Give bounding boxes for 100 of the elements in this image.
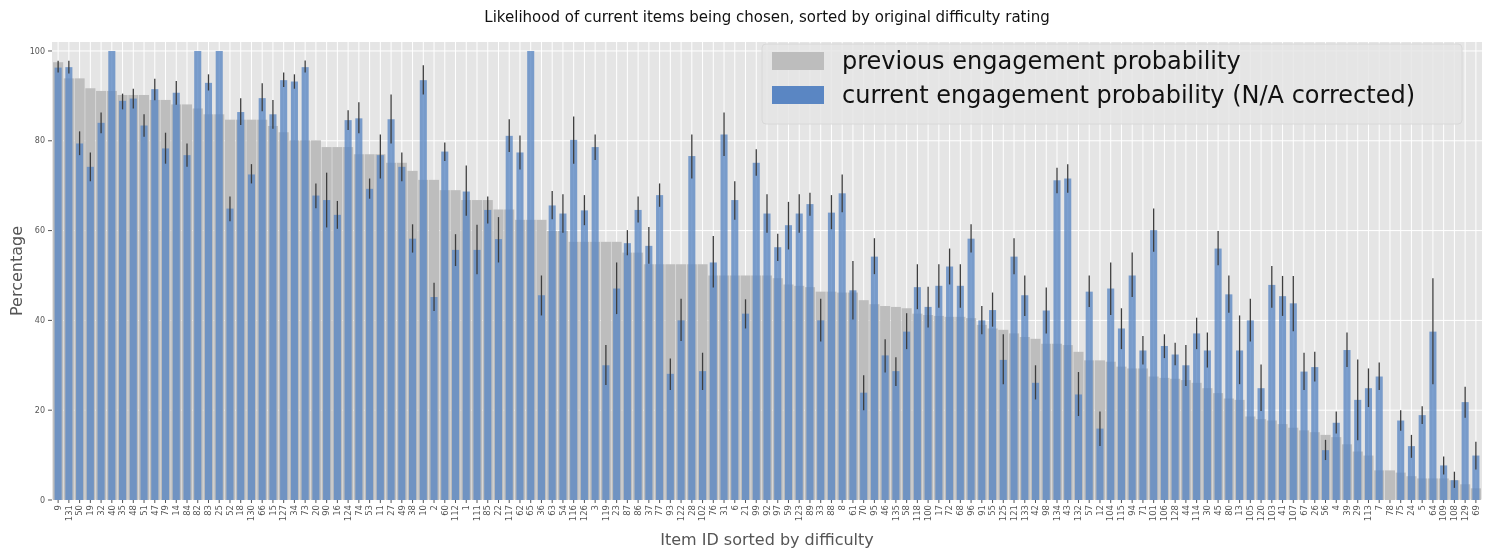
x-tick-label: 42 xyxy=(1030,505,1041,516)
x-tick-label: 4 xyxy=(1330,505,1341,511)
y-tick-label: 60 xyxy=(34,226,45,236)
x-tick-label: 14 xyxy=(170,505,181,516)
x-tick-label: 106 xyxy=(1159,505,1170,522)
x-tick-label: 40 xyxy=(106,505,117,516)
x-tick-label: 2 xyxy=(428,505,439,511)
x-tick-label: 71 xyxy=(1137,505,1148,516)
x-tick-label: 108 xyxy=(1449,505,1460,522)
x-tick-label: 34 xyxy=(289,505,300,516)
x-tick-label: 28 xyxy=(686,505,697,516)
x-tick-label: 94 xyxy=(1126,505,1137,516)
x-tick-label: 76 xyxy=(708,505,719,516)
x-tick-label: 13 xyxy=(1234,505,1245,516)
x-tick-label: 132 xyxy=(1073,505,1084,522)
x-tick-label: 127 xyxy=(278,505,289,522)
x-tick-label: 35 xyxy=(117,505,128,516)
x-tick-label: 103 xyxy=(1266,505,1277,522)
x-tick-label: 20 xyxy=(310,505,321,516)
x-tick-label: 30 xyxy=(1202,505,1213,516)
x-tick-label: 115 xyxy=(1116,505,1127,522)
x-tick-label: 124 xyxy=(342,505,353,522)
x-tick-label: 130 xyxy=(246,505,257,522)
x-tick-label: 38 xyxy=(407,505,418,516)
y-tick-label: 0 xyxy=(39,495,45,505)
legend-label: previous engagement probability xyxy=(842,47,1241,76)
x-tick-label: 128 xyxy=(1169,505,1180,522)
x-tick-label: 23 xyxy=(611,505,622,516)
y-tick-label: 80 xyxy=(34,136,45,146)
x-axis-title: Item ID sorted by difficulty xyxy=(660,530,874,549)
x-tick-label: 122 xyxy=(675,505,686,522)
x-tick-label: 80 xyxy=(1223,505,1234,516)
x-tick-label: 73 xyxy=(299,505,310,516)
x-tick-label: 60 xyxy=(439,505,450,516)
x-tick-label: 77 xyxy=(654,505,665,516)
x-tick-label: 31 xyxy=(718,505,729,516)
x-tick-label: 15 xyxy=(267,505,278,516)
x-tick-label: 119 xyxy=(600,505,611,522)
x-tick-label: 118 xyxy=(912,505,923,522)
x-tick-label: 56 xyxy=(1320,505,1331,516)
x-tick-label: 85 xyxy=(482,505,493,516)
x-tick-label: 96 xyxy=(965,505,976,516)
x-tick-label: 51 xyxy=(138,505,149,516)
x-tick-label: 99 xyxy=(750,505,761,516)
x-tick-label: 125 xyxy=(998,505,1009,522)
x-tick-label: 131 xyxy=(63,505,74,522)
x-tick-label: 113 xyxy=(1363,505,1374,522)
x-tick-label: 65 xyxy=(525,505,536,516)
x-tick-label: 37 xyxy=(643,505,654,516)
x-tick-label: 45 xyxy=(1212,505,1223,516)
x-tick-label: 66 xyxy=(256,505,267,516)
x-tick-label: 19 xyxy=(85,505,96,516)
x-tick-label: 62 xyxy=(514,505,525,516)
x-tick-label: 48 xyxy=(128,505,139,516)
x-tick-label: 29 xyxy=(1352,505,1363,516)
x-tick-label: 50 xyxy=(74,505,85,516)
x-tick-label: 129 xyxy=(1459,505,1470,522)
x-tick-label: 72 xyxy=(944,505,955,516)
x-tick-label: 46 xyxy=(879,505,890,516)
x-tick-label: 54 xyxy=(557,505,568,516)
x-tick-label: 97 xyxy=(772,505,783,516)
x-tick-label: 135 xyxy=(890,505,901,522)
x-tick-label: 8 xyxy=(836,505,847,511)
x-tick-label: 89 xyxy=(804,505,815,516)
x-tick-label: 100 xyxy=(922,505,933,522)
x-tick-label: 9 xyxy=(52,505,63,511)
x-tick-label: 74 xyxy=(353,505,364,516)
x-tick-label: 12 xyxy=(1094,505,1105,516)
x-tick-label: 44 xyxy=(1180,505,1191,516)
x-tick-label: 98 xyxy=(1040,505,1051,516)
x-tick-label: 86 xyxy=(632,505,643,516)
x-tick-label: 114 xyxy=(1191,505,1202,522)
x-tick-label: 41 xyxy=(1277,505,1288,516)
x-tick-label: 39 xyxy=(1341,505,1352,516)
x-tick-label: 68 xyxy=(955,505,966,516)
x-tick-label: 79 xyxy=(160,505,171,516)
x-tick-label: 67 xyxy=(1298,505,1309,516)
x-tick-label: 11 xyxy=(375,505,386,516)
x-tick-label: 24 xyxy=(1406,505,1417,516)
x-tick-label: 116 xyxy=(568,505,579,522)
y-axis-title: Percentage xyxy=(7,225,26,317)
x-tick-label: 36 xyxy=(536,505,547,516)
x-tick-label: 82 xyxy=(192,505,203,516)
x-tick-label: 59 xyxy=(783,505,794,516)
x-tick-label: 47 xyxy=(149,505,160,516)
x-tick-label: 95 xyxy=(869,505,880,516)
x-tick-label: 55 xyxy=(987,505,998,516)
x-tick-label: 5 xyxy=(1416,505,1427,511)
x-tick-label: 25 xyxy=(213,505,224,516)
x-tick-label: 49 xyxy=(396,505,407,516)
y-tick-label: 100 xyxy=(29,46,45,56)
x-tick-label: 133 xyxy=(1019,505,1030,522)
x-tick-label: 93 xyxy=(665,505,676,516)
x-tick-label: 43 xyxy=(1062,505,1073,516)
x-tick-label: 75 xyxy=(1395,505,1406,516)
x-tick-label: 102 xyxy=(697,505,708,522)
x-tick-label: 17 xyxy=(933,505,944,516)
x-tick-label: 32 xyxy=(95,505,106,516)
x-tick-label: 134 xyxy=(1051,505,1062,522)
x-tick-label: 63 xyxy=(546,505,557,516)
